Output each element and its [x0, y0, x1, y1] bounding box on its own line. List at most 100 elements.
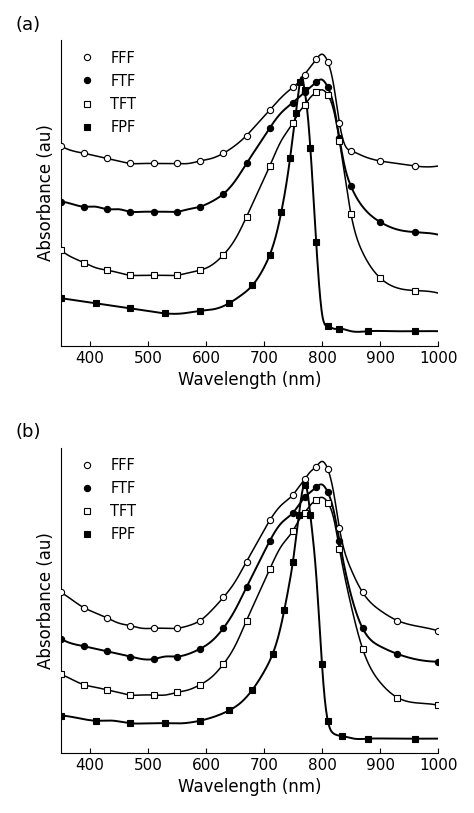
FPF	[296, 511, 301, 520]
TFT	[325, 498, 331, 507]
FFF	[220, 149, 226, 159]
FPF	[308, 511, 313, 520]
Line: TFT: TFT	[58, 497, 441, 708]
TFT	[174, 688, 180, 698]
FTF	[360, 624, 365, 633]
TFT	[313, 495, 319, 505]
FTF	[394, 649, 400, 659]
Text: (b): (b)	[16, 424, 41, 441]
FTF	[337, 133, 342, 143]
FPF	[279, 207, 284, 216]
FFF	[377, 156, 383, 166]
FPF	[249, 280, 255, 290]
TFT	[435, 701, 441, 711]
FFF	[313, 54, 319, 64]
FPF	[412, 734, 418, 744]
TFT	[104, 265, 110, 275]
TFT	[290, 526, 296, 536]
FTF	[290, 98, 296, 107]
FFF	[337, 524, 342, 533]
FPF	[287, 154, 293, 163]
Line: FFF: FFF	[58, 56, 418, 169]
FFF	[290, 82, 296, 92]
FTF	[348, 181, 354, 191]
Legend: FFF, FTF, TFT, FPF: FFF, FTF, TFT, FPF	[68, 48, 139, 137]
TFT	[394, 693, 400, 702]
FPF	[197, 306, 203, 315]
FPF	[365, 326, 371, 336]
FTF	[58, 633, 64, 643]
FFF	[128, 159, 133, 168]
Line: FFF: FFF	[58, 463, 441, 634]
Text: (a): (a)	[16, 16, 41, 34]
TFT	[174, 271, 180, 280]
FFF	[58, 141, 64, 150]
FTF	[377, 217, 383, 227]
FFF	[348, 146, 354, 155]
FPF	[290, 557, 296, 567]
FPF	[226, 706, 232, 715]
X-axis label: Wavelength (nm): Wavelength (nm)	[178, 778, 321, 796]
FFF	[325, 464, 331, 474]
TFT	[220, 659, 226, 669]
FFF	[302, 475, 308, 485]
FTF	[244, 159, 249, 168]
TFT	[302, 100, 308, 110]
FFF	[325, 57, 331, 67]
FTF	[58, 197, 64, 207]
FFF	[267, 515, 273, 525]
FTF	[174, 207, 180, 216]
FPF	[93, 298, 99, 308]
FFF	[174, 624, 180, 633]
FPF	[325, 715, 331, 725]
TFT	[325, 90, 331, 100]
FTF	[220, 189, 226, 199]
FPF	[308, 143, 313, 153]
FPF	[58, 293, 64, 303]
FFF	[58, 588, 64, 598]
FFF	[267, 105, 273, 115]
Legend: FFF, FTF, TFT, FPF: FFF, FTF, TFT, FPF	[68, 454, 139, 545]
FPF	[282, 606, 287, 615]
TFT	[197, 265, 203, 275]
TFT	[104, 685, 110, 695]
FPF	[313, 237, 319, 247]
FFF	[302, 70, 308, 80]
FTF	[128, 207, 133, 216]
TFT	[244, 212, 249, 222]
FFF	[81, 149, 87, 159]
TFT	[267, 564, 273, 574]
FFF	[81, 603, 87, 613]
Line: TFT: TFT	[58, 89, 418, 293]
FFF	[360, 588, 365, 598]
FFF	[337, 118, 342, 128]
FFF	[394, 615, 400, 625]
FTF	[313, 482, 319, 492]
FPF	[302, 480, 308, 489]
TFT	[151, 271, 156, 280]
TFT	[360, 644, 365, 654]
TFT	[313, 88, 319, 98]
TFT	[220, 250, 226, 260]
FTF	[302, 493, 308, 502]
TFT	[244, 615, 249, 625]
TFT	[197, 680, 203, 689]
Line: FPF: FPF	[58, 79, 418, 334]
FTF	[81, 641, 87, 651]
FTF	[151, 654, 156, 664]
FPF	[128, 303, 133, 313]
FFF	[104, 154, 110, 163]
FTF	[244, 582, 249, 592]
FTF	[325, 487, 331, 497]
FTF	[104, 646, 110, 656]
FTF	[128, 652, 133, 662]
TFT	[81, 680, 87, 689]
TFT	[151, 690, 156, 700]
FTF	[412, 227, 418, 237]
FPF	[267, 250, 273, 260]
FPF	[93, 715, 99, 725]
FFF	[151, 624, 156, 633]
FPF	[297, 77, 303, 87]
FFF	[412, 161, 418, 171]
FPF	[226, 298, 232, 308]
